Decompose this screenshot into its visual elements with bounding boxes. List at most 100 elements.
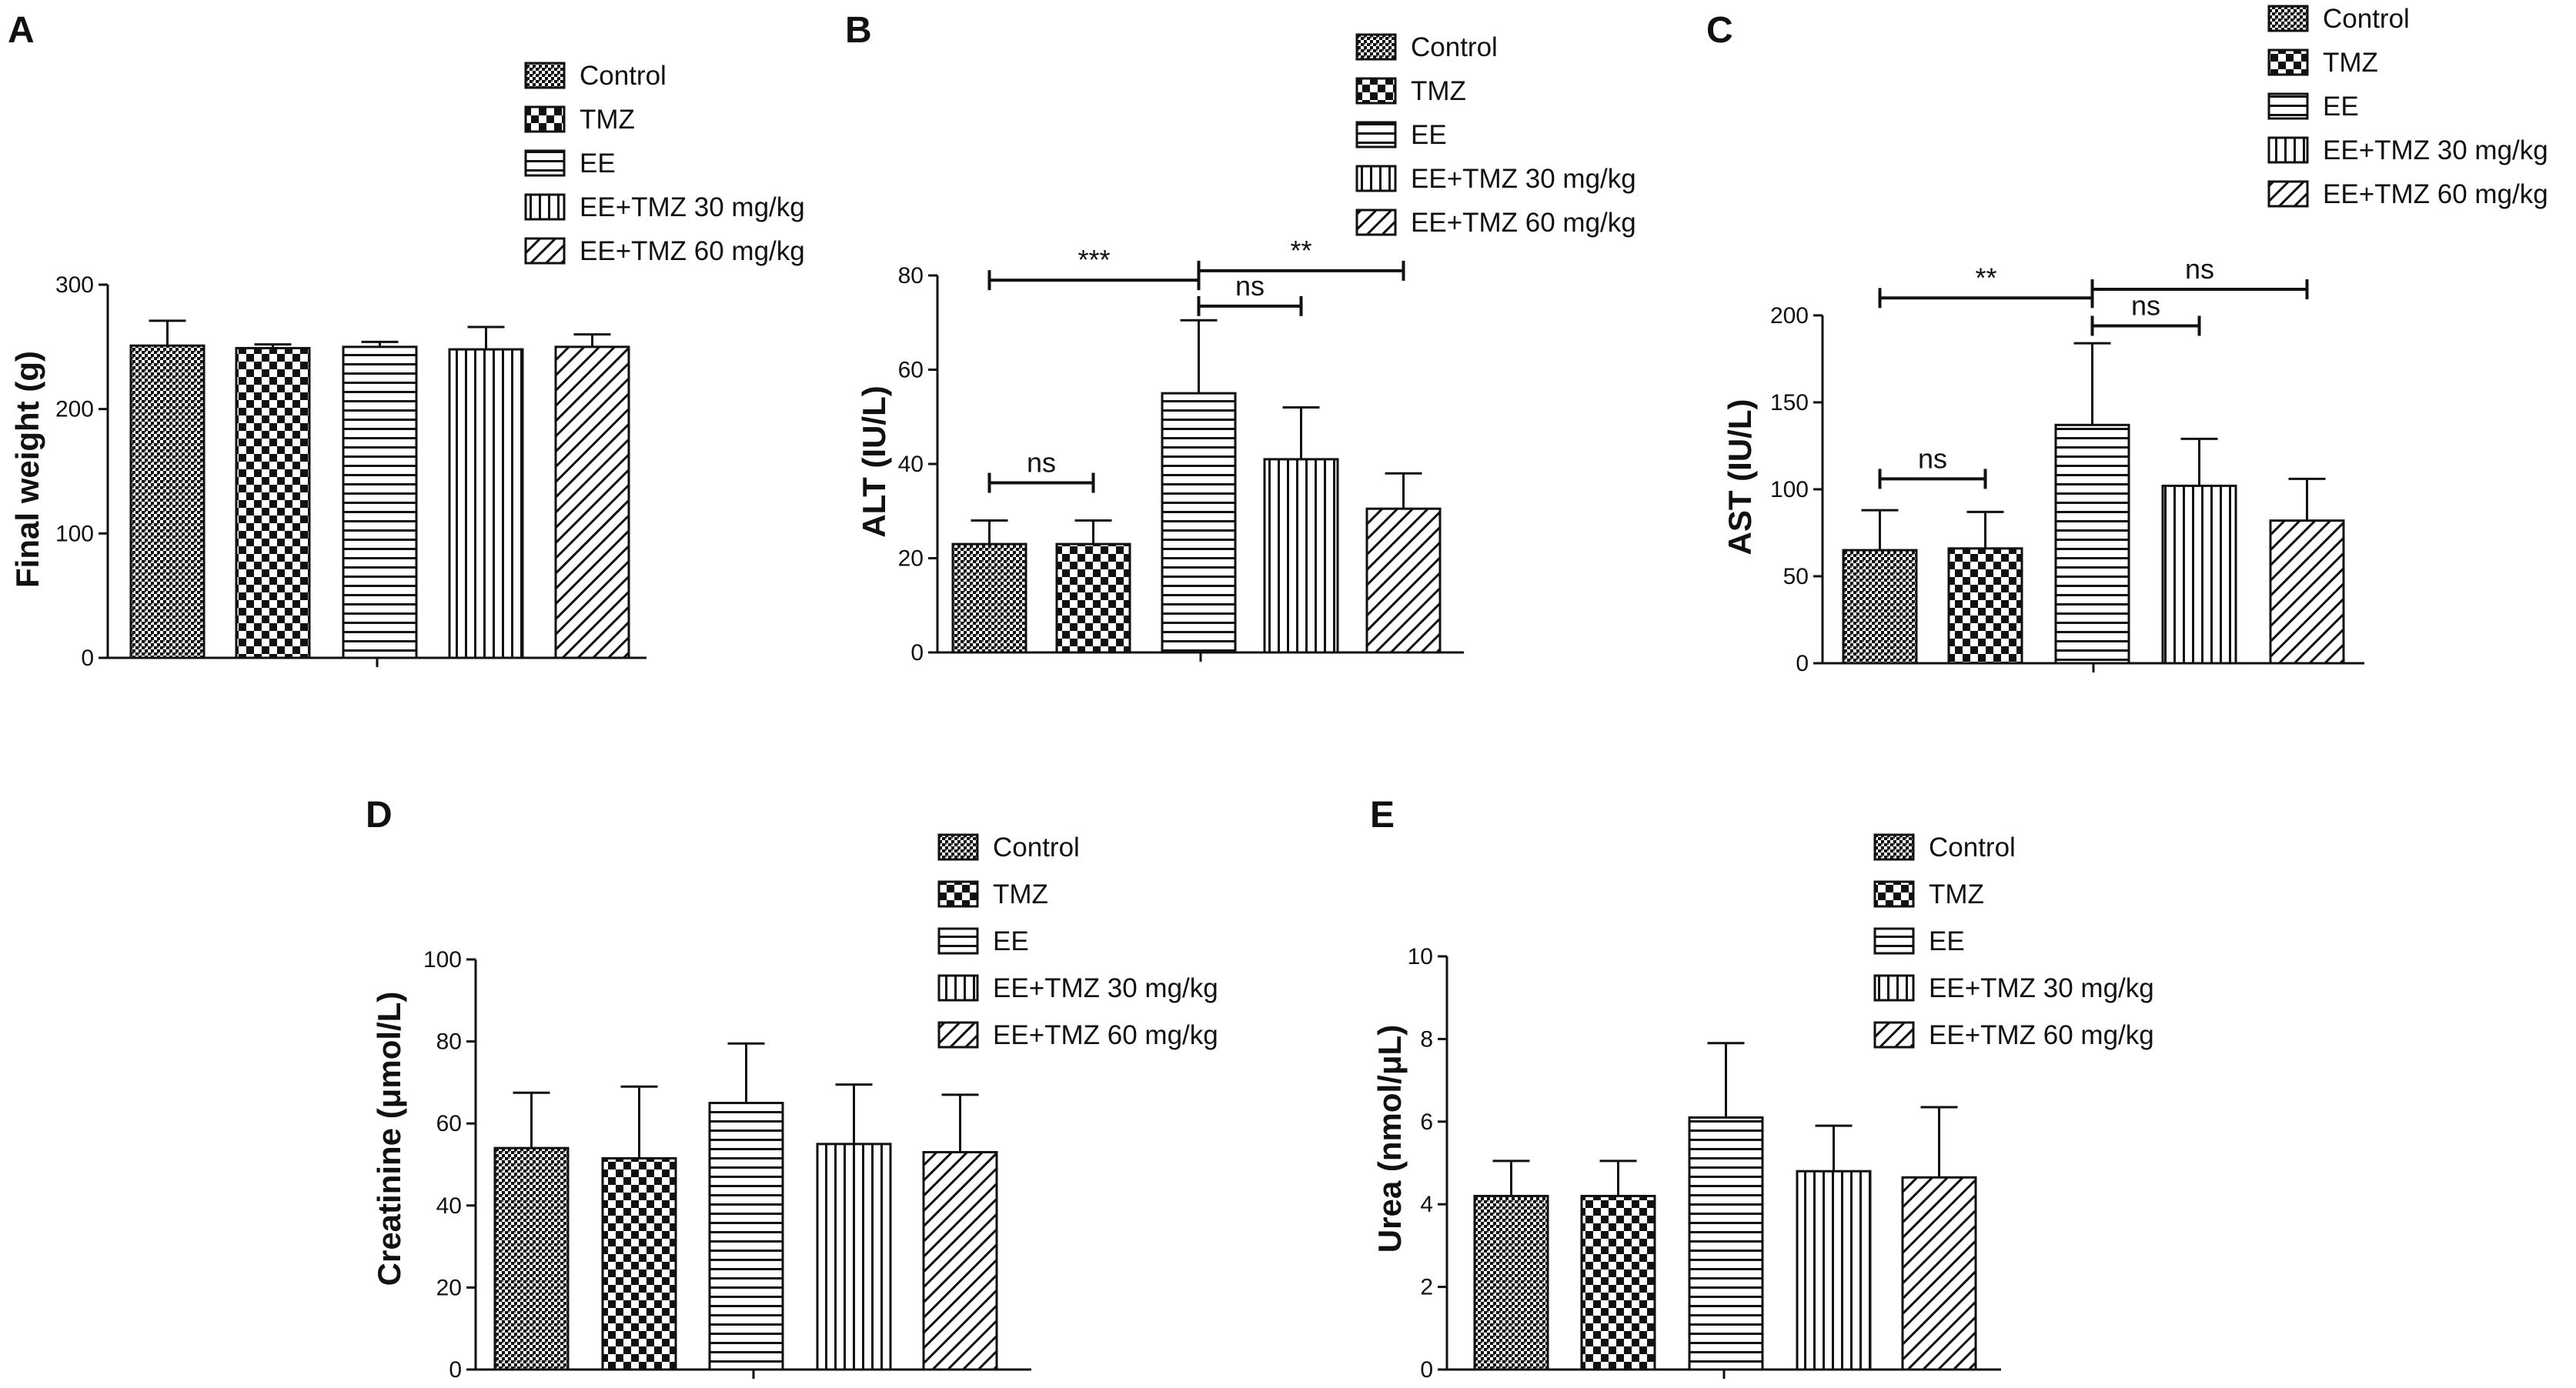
y-tick-label: 40 <box>898 452 924 477</box>
bar-1 <box>1473 1194 1549 1371</box>
y-tick-label: 150 <box>1770 390 1809 415</box>
bar-2 <box>1055 542 1131 654</box>
panel-d: D Creatinine (μmol/L) 0 20 40 60 80 100 Control T… <box>366 795 1218 1383</box>
legend-label: EE+TMZ 30 mg/kg <box>2323 135 2548 165</box>
legend-label: EE <box>1411 120 1447 150</box>
legend-label: EE+TMZ 60 mg/kg <box>2323 179 2548 209</box>
bar-4 <box>448 348 524 659</box>
significance-label: ns <box>1235 270 1265 302</box>
bar-4 <box>2161 484 2237 665</box>
y-tick-label: 100 <box>55 521 94 546</box>
bar-4 <box>816 1143 892 1371</box>
legend-label: EE <box>1929 926 1965 956</box>
legend-label: EE+TMZ 30 mg/kg <box>580 192 805 222</box>
legend-swatch <box>1873 1021 1915 1049</box>
bar-3 <box>708 1102 784 1371</box>
panel-label: E <box>1370 795 1395 836</box>
legend-label: Control <box>993 832 1080 862</box>
y-tick-label: 0 <box>81 646 94 671</box>
bar-2 <box>1947 547 2023 665</box>
legend-swatch <box>2267 92 2309 120</box>
significance-label: ** <box>1975 262 1996 293</box>
bar-5 <box>2269 519 2345 665</box>
panel-label: B <box>845 10 872 51</box>
legend-swatch <box>2267 48 2309 76</box>
legend-label: EE+TMZ 30 mg/kg <box>1411 164 1636 194</box>
legend-swatch <box>937 833 979 861</box>
y-axis-label: ALT (IU/L) <box>856 385 892 538</box>
y-tick-label: 60 <box>898 358 924 383</box>
significance-label: ns <box>1027 447 1056 479</box>
legend-swatch <box>524 105 566 133</box>
legend-swatch <box>937 880 979 908</box>
y-axis-label: Final weight (g) <box>9 351 45 588</box>
y-tick-label: 0 <box>449 1357 462 1383</box>
legend-label: TMZ <box>1929 879 1984 909</box>
bar-3 <box>1688 1116 1764 1371</box>
legend-swatch <box>2267 5 2309 32</box>
panel-label: A <box>8 10 35 51</box>
y-axis-label: AST (IU/L) <box>1722 399 1758 556</box>
bar-5 <box>1901 1176 1977 1371</box>
y-tick-label: 4 <box>1420 1192 1433 1217</box>
bar-4 <box>1796 1169 1872 1371</box>
legend-label: Control <box>2323 4 2410 34</box>
bar-4 <box>1263 458 1339 654</box>
y-tick-label: 2 <box>1420 1275 1433 1300</box>
legend-swatch <box>937 927 979 955</box>
legend-swatch <box>2267 136 2309 164</box>
bar-3 <box>2054 423 2130 665</box>
legend-swatch <box>937 1021 979 1049</box>
y-tick-label: 20 <box>436 1275 462 1300</box>
legend-label: EE+TMZ 60 mg/kg <box>1929 1020 2154 1050</box>
panel-a: A Final weight (g) 0 100 200 300 Control TMZ EE E… <box>8 10 805 671</box>
bar-3 <box>342 345 418 659</box>
legend-label: TMZ <box>580 105 635 135</box>
legend-label: Control <box>580 61 667 91</box>
y-tick-label: 0 <box>1796 651 1809 676</box>
y-tick-label: 0 <box>1420 1357 1433 1383</box>
y-tick-label: 8 <box>1420 1026 1433 1052</box>
bar-5 <box>554 345 630 659</box>
legend-label: EE+TMZ 60 mg/kg <box>993 1020 1218 1050</box>
legend-label: Control <box>1411 32 1498 62</box>
legend-swatch <box>1873 833 1915 861</box>
legend-swatch <box>1873 880 1915 908</box>
y-tick-label: 200 <box>55 397 94 422</box>
bar-3 <box>1161 392 1237 654</box>
legend-label: Control <box>1929 832 2016 862</box>
legend-swatch <box>1355 121 1397 148</box>
legend-swatch <box>524 237 566 265</box>
bar-2 <box>601 1157 677 1371</box>
y-tick-label: 60 <box>436 1111 462 1136</box>
legend-label: TMZ <box>993 879 1048 909</box>
legend-swatch <box>937 974 979 1002</box>
y-tick-label: 6 <box>1420 1109 1433 1135</box>
legend-label: TMZ <box>2323 48 2378 78</box>
legend-swatch <box>524 62 566 89</box>
legend-label: EE <box>2323 92 2359 122</box>
bar-1 <box>493 1146 570 1371</box>
y-tick-label: 0 <box>910 640 924 666</box>
legend-label: EE <box>580 148 616 179</box>
legend-swatch <box>1355 33 1397 61</box>
legend-label: TMZ <box>1411 76 1466 106</box>
bar-2 <box>1580 1194 1656 1371</box>
legend-swatch <box>2267 180 2309 208</box>
significance-label: ** <box>1290 235 1311 266</box>
y-tick-label: 50 <box>1783 564 1809 589</box>
legend-swatch <box>524 149 566 177</box>
panel-b: B ALT (IU/L) 0 20 40 60 80 ns *** ns ** Control TMZ E… <box>845 10 1636 666</box>
panel-label: C <box>1706 10 1733 51</box>
significance-label: ns <box>1918 442 1947 474</box>
y-tick-label: 80 <box>898 263 924 289</box>
legend-swatch <box>1355 77 1397 105</box>
bar-1 <box>951 542 1027 654</box>
y-axis-label: Urea (nmol/μL) <box>1372 1025 1408 1253</box>
y-tick-label: 10 <box>1408 944 1433 969</box>
significance-label: ns <box>2131 289 2160 321</box>
y-tick-label: 80 <box>436 1029 462 1055</box>
y-tick-label: 40 <box>436 1193 462 1219</box>
legend-swatch <box>1355 209 1397 236</box>
